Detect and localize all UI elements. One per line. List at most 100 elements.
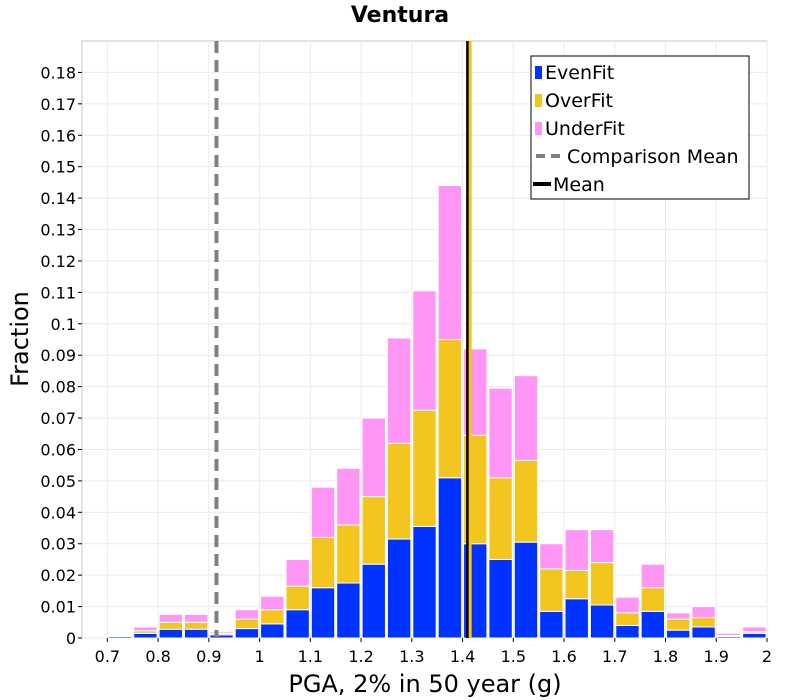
bar-evenfit-15: [488, 558, 513, 639]
bar-underfit-6: [260, 595, 285, 611]
bar-overfit-21: [640, 587, 666, 612]
bar-overfit-19: [589, 562, 615, 606]
bar-underfit-22: [666, 612, 691, 620]
bar-underfit-3: [183, 613, 209, 623]
x-tick-label: 1.8: [653, 647, 678, 666]
x-tick-label: 1.6: [551, 647, 576, 666]
bar-underfit-19: [589, 529, 615, 564]
bar-underfit-12: [412, 290, 437, 411]
bar-overfit-7: [285, 585, 310, 611]
bar-evenfit-23: [691, 626, 716, 639]
bar-evenfit-25: [742, 632, 767, 639]
y-tick-label: 0.14: [40, 189, 76, 208]
bar-evenfit-2: [158, 628, 183, 639]
bar-underfit-17: [539, 543, 564, 570]
x-tick-label: 1.4: [450, 647, 475, 666]
bar-underfit-18: [564, 529, 589, 571]
bar-evenfit-12: [412, 525, 437, 639]
y-tick-label: 0: [66, 629, 76, 648]
reference-lines: [214, 41, 472, 638]
bar-underfit-15: [488, 387, 513, 479]
bar-underfit-23: [691, 606, 716, 619]
x-axis-ticks: 0.7 0.8 0.9 1 1.1 1.2 1.3 1.4 1.5 1.6 1.7 1.8 1.9 2: [95, 638, 772, 666]
bar-underfit-16: [513, 375, 539, 461]
x-tick-label: 1.3: [399, 647, 424, 666]
y-tick-label: 0.09: [40, 346, 76, 365]
x-tick-label: 0.7: [95, 647, 120, 666]
chart-title: Ventura: [351, 3, 449, 28]
y-tick-label: 0.15: [40, 158, 76, 177]
legend-label-comparison-mean: Comparison Mean: [567, 146, 739, 168]
bar-underfit-9: [336, 467, 361, 526]
bar-evenfit-6: [260, 623, 285, 639]
y-tick-label: 0.02: [40, 566, 76, 585]
bar-overfit-12: [412, 409, 437, 527]
bar-underfit-25: [742, 626, 767, 633]
x-tick-label: 0.8: [145, 647, 170, 666]
bar-underfit-20: [615, 596, 640, 614]
bar-underfit-0: [107, 634, 133, 637]
bar-overfit-18: [564, 569, 589, 600]
bar-overfit-10: [361, 496, 386, 565]
bar-overfit-15: [488, 477, 513, 560]
bar-underfit-2: [158, 613, 183, 623]
bar-overfit-5: [234, 618, 260, 630]
legend-label-evenfit: EvenFit: [545, 62, 614, 84]
bar-evenfit-1: [133, 632, 158, 639]
bar-underfit-1: [133, 626, 158, 632]
legend-swatch-evenfit: [535, 66, 542, 79]
bar-evenfit-9: [336, 582, 361, 639]
y-tick-label: 0.16: [40, 126, 76, 145]
bar-evenfit-20: [615, 624, 640, 639]
y-tick-label: 0.13: [40, 221, 76, 240]
x-tick-label: 1.2: [348, 647, 373, 666]
bar-underfit-8: [310, 486, 336, 538]
y-tick-label: 0.04: [40, 503, 76, 522]
y-tick-label: 0.06: [40, 440, 76, 459]
y-tick-label: 0.03: [40, 535, 76, 554]
bar-underfit-4: [209, 631, 234, 634]
bar-underfit-13: [437, 185, 463, 340]
y-tick-label: 0.11: [40, 283, 76, 302]
y-tick-label: 0.1: [51, 315, 76, 334]
x-tick-label: 2: [762, 647, 772, 666]
y-tick-label: 0.05: [40, 472, 76, 491]
bar-evenfit-8: [310, 587, 336, 639]
bar-evenfit-19: [589, 604, 615, 639]
x-tick-label: 1.9: [704, 647, 729, 666]
y-tick-label: 0.07: [40, 409, 76, 428]
bar-overfit-8: [310, 536, 336, 589]
bar-overfit-22: [666, 618, 691, 631]
bar-overfit-9: [336, 524, 361, 584]
bar-evenfit-21: [640, 610, 666, 639]
bar-evenfit-11: [386, 538, 412, 639]
bar-evenfit-5: [234, 628, 260, 639]
bar-underfit-7: [285, 558, 310, 587]
y-axis-ticks: 0 0.01 0.02 0.03 0.04 0.05 0.06 0.07 0.08 0.09 0.1…: [40, 63, 82, 648]
bar-underfit-11: [386, 337, 412, 444]
y-tick-label: 0.18: [40, 63, 76, 82]
legend-label-mean: Mean: [553, 174, 605, 196]
legend-swatch-overfit: [535, 94, 542, 107]
bar-underfit-21: [640, 563, 666, 589]
x-axis-label: PGA, 2% in 50 year (g): [288, 670, 561, 698]
x-tick-label: 1.7: [602, 647, 627, 666]
legend-label-overfit: OverFit: [545, 90, 613, 112]
bar-overfit-20: [615, 612, 640, 626]
bar-overfit-16: [513, 459, 539, 543]
bar-underfit-24: [716, 632, 742, 636]
bar-overfit-23: [691, 617, 716, 628]
y-tick-label: 0.08: [40, 378, 76, 397]
bar-overfit-13: [437, 339, 463, 479]
bar-overfit-17: [539, 568, 564, 612]
legend-box: [530, 55, 750, 200]
bar-overfit-3: [183, 621, 209, 630]
y-tick-label: 0.01: [40, 598, 76, 617]
bar-evenfit-17: [539, 610, 564, 639]
bar-overfit-2: [158, 621, 183, 630]
bar-evenfit-7: [285, 609, 310, 639]
bar-overfit-11: [386, 442, 412, 540]
x-tick-label: 0.9: [196, 647, 221, 666]
bar-underfit-10: [361, 417, 386, 498]
